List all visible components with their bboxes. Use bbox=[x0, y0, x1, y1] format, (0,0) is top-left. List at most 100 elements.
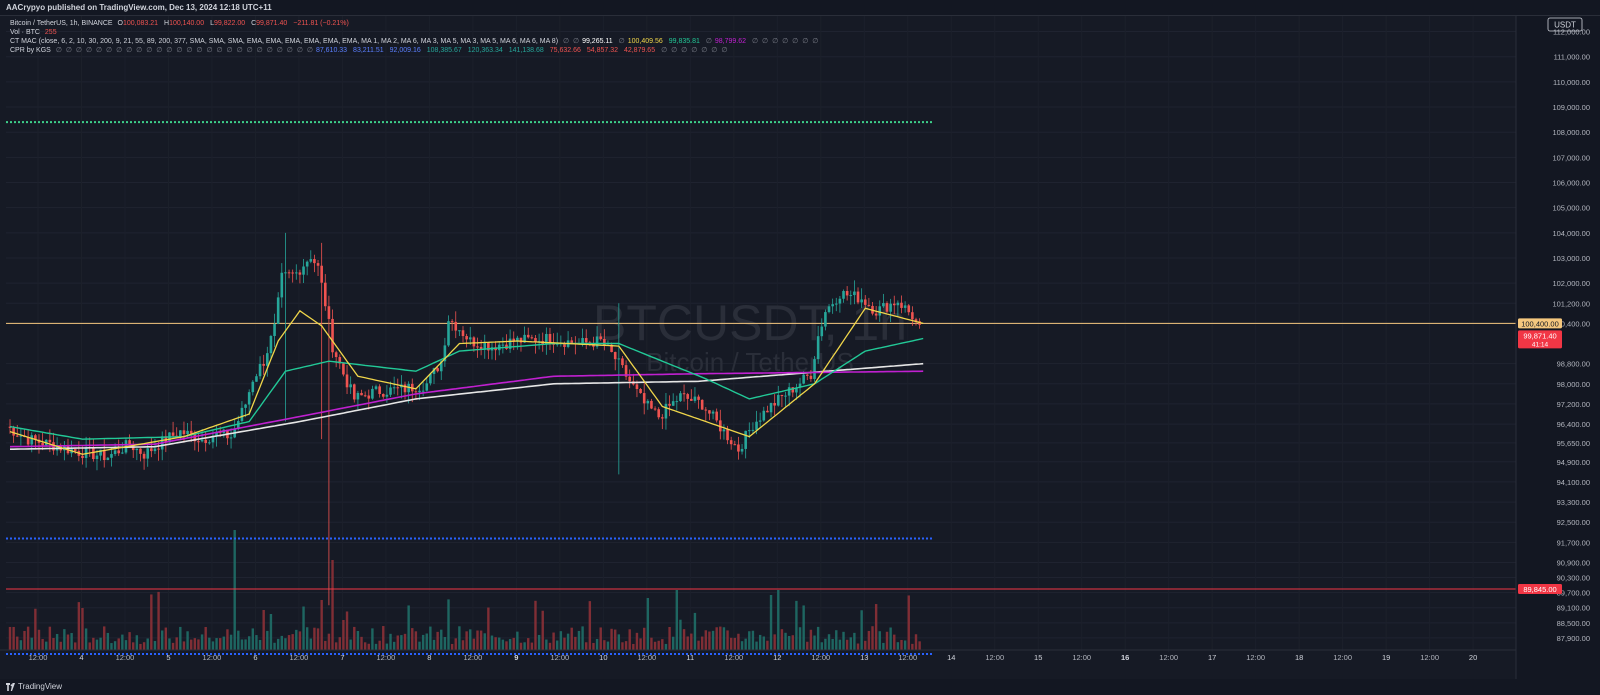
volume-bar bbox=[331, 560, 334, 650]
volume-bar bbox=[179, 626, 182, 650]
candle-body bbox=[157, 448, 160, 450]
volume-bar bbox=[342, 620, 345, 650]
candle-body bbox=[48, 439, 52, 443]
volume-bar bbox=[751, 630, 755, 650]
volume-bar bbox=[338, 637, 341, 650]
price-tick-label: 88,500.00 bbox=[1557, 619, 1590, 628]
volume-bar bbox=[472, 638, 476, 650]
publish-info: AACrypyo published on TradingView.com, D… bbox=[6, 3, 272, 12]
currency-button[interactable] bbox=[1547, 17, 1583, 32]
candle-body bbox=[229, 437, 233, 439]
volume-bar bbox=[476, 630, 479, 650]
time-tick-label: 16 bbox=[1121, 653, 1129, 662]
volume-bar bbox=[81, 608, 84, 650]
candle-body bbox=[450, 321, 454, 323]
currency-label: USDT bbox=[1554, 21, 1576, 30]
candle-body bbox=[642, 393, 646, 404]
time-tick-label: 19 bbox=[1382, 653, 1390, 662]
volume-bar bbox=[19, 640, 23, 650]
volume-bar bbox=[527, 638, 530, 650]
volume-bar bbox=[371, 628, 374, 650]
time-tick-label: 12:00 bbox=[1072, 653, 1091, 662]
candle-body bbox=[30, 435, 34, 445]
candle-body bbox=[414, 391, 418, 393]
volume-bar bbox=[8, 626, 12, 650]
volume-bar bbox=[353, 626, 356, 650]
candle-body bbox=[443, 345, 447, 362]
candle-body bbox=[139, 448, 142, 454]
time-tick-label: 12:00 bbox=[463, 653, 482, 662]
candle-body bbox=[787, 387, 791, 396]
candle-body bbox=[516, 337, 519, 342]
candle-body bbox=[693, 396, 697, 401]
volume-bar bbox=[729, 637, 733, 650]
volume-bar bbox=[313, 627, 316, 650]
volume-bar bbox=[421, 634, 425, 650]
volume-bar bbox=[577, 630, 581, 650]
volume-bar bbox=[385, 643, 389, 650]
volume-bar bbox=[501, 639, 505, 650]
time-tick-label: 12:00 bbox=[1420, 653, 1439, 662]
cpr-value-8: 54,857.32 bbox=[586, 47, 618, 54]
volume-bar bbox=[367, 643, 370, 650]
candle-body bbox=[276, 297, 280, 324]
candle-body bbox=[613, 352, 617, 360]
volume-bar bbox=[117, 638, 120, 650]
volume-bar bbox=[164, 627, 168, 650]
candle-body bbox=[247, 392, 251, 405]
chart-area[interactable]: BTCUSDT, 1h Bitcoin / TetherUS USDT 112,000… bbox=[0, 15, 1600, 680]
candle-body bbox=[603, 338, 606, 346]
candle-body bbox=[425, 383, 429, 391]
open-value: 100,083.21 bbox=[123, 20, 159, 27]
legend-ct-mac: CT MAC (close, 6, 2, 10, 30, 200, 9, 21,… bbox=[10, 37, 819, 46]
volume-bar bbox=[787, 635, 791, 650]
candle-body bbox=[827, 306, 831, 313]
volume-bar bbox=[237, 630, 240, 650]
candle-body bbox=[545, 333, 548, 345]
candle-body bbox=[802, 374, 805, 384]
volume-bar bbox=[378, 640, 381, 650]
volume-bar bbox=[400, 635, 403, 650]
levels bbox=[6, 121, 1516, 655]
candle-body bbox=[758, 420, 762, 422]
candle-body bbox=[552, 343, 555, 345]
volume-bar bbox=[838, 639, 842, 650]
volume-bar bbox=[574, 636, 577, 650]
volume-bar bbox=[588, 601, 592, 650]
low-label: L bbox=[210, 20, 214, 27]
volume-bar bbox=[48, 626, 52, 650]
candle-body bbox=[776, 395, 780, 406]
candle-body bbox=[403, 384, 407, 393]
candle-body bbox=[302, 266, 305, 275]
volume-bar bbox=[780, 629, 784, 650]
candle-body bbox=[99, 449, 102, 456]
volume-bar bbox=[740, 641, 744, 650]
candle-body bbox=[334, 352, 338, 358]
candle-body bbox=[842, 291, 845, 299]
volume-bar bbox=[690, 633, 693, 650]
volume-bar bbox=[653, 641, 657, 650]
volume-bar bbox=[813, 635, 816, 650]
volume-bar bbox=[124, 640, 128, 650]
close-price-label: 99,871.40 bbox=[1523, 331, 1556, 340]
time-tick-label: 14 bbox=[947, 653, 955, 662]
volume-bar bbox=[226, 629, 229, 650]
volume-bar bbox=[635, 632, 639, 650]
candle-body bbox=[468, 337, 472, 340]
volume-bar bbox=[45, 641, 48, 650]
volume-bar bbox=[831, 638, 834, 650]
volume-bar bbox=[508, 639, 512, 650]
candle-body bbox=[92, 447, 95, 460]
candle-body bbox=[298, 272, 302, 275]
candle-body bbox=[208, 442, 211, 444]
volume-bar bbox=[222, 636, 226, 650]
volume-bar bbox=[715, 627, 718, 650]
volume-bar bbox=[146, 638, 149, 650]
volume-bar bbox=[106, 632, 110, 650]
volume-bar bbox=[914, 634, 918, 650]
candle-body bbox=[215, 431, 218, 437]
candle-body bbox=[146, 448, 150, 459]
price-tick-label: 90,900.00 bbox=[1557, 558, 1590, 567]
candle-body bbox=[117, 450, 121, 454]
